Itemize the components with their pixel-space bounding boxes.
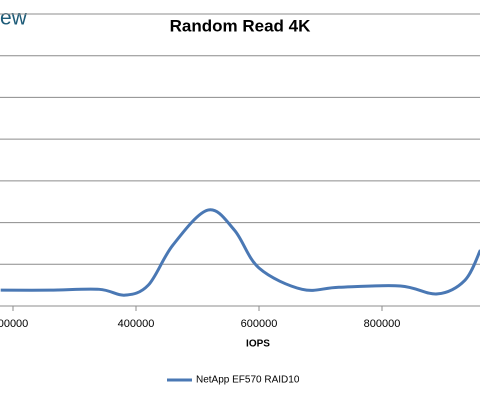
- x-tick-label: 00000: [0, 318, 28, 330]
- x-tick-label: 800000: [364, 318, 401, 330]
- legend-label: NetApp EF570 RAID10: [196, 375, 300, 386]
- x-tick-label: 400000: [118, 318, 155, 330]
- logo: ew: [0, 7, 28, 30]
- x-axis-label: IOPS: [246, 339, 270, 350]
- x-tick-label: 600000: [241, 318, 278, 330]
- chart-title: Random Read 4K: [170, 16, 311, 35]
- series-line: [0, 208, 480, 297]
